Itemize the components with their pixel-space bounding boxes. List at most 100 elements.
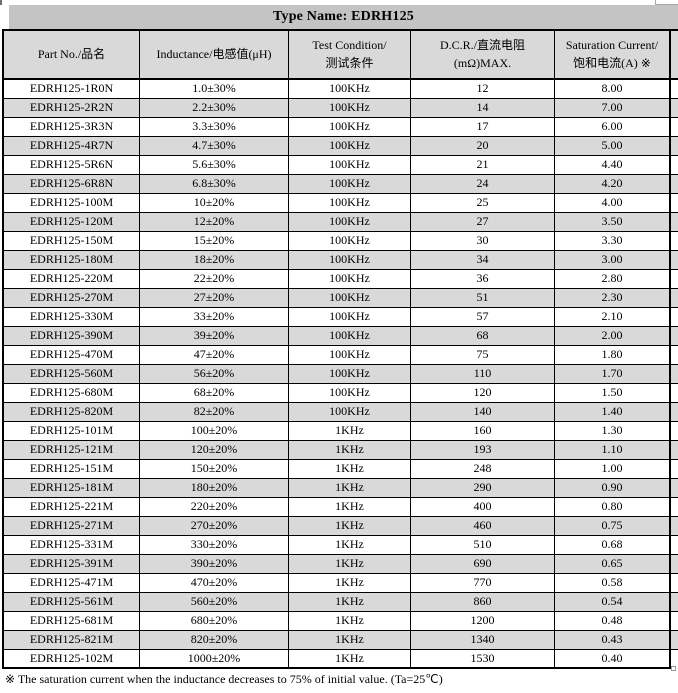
table-cell: 57: [411, 308, 555, 326]
table-cell: EDRH125-681M: [4, 612, 140, 630]
table-cell: 1KHz: [289, 498, 411, 516]
table-cell: EDRH125-220M: [4, 270, 140, 288]
table-cell: 120: [411, 384, 555, 402]
table-row: EDRH125-180M 18±20% 100KHz 34 3.00: [2, 251, 678, 270]
table-row: EDRH125-151M 150±20% 1KHz 248 1.00: [2, 460, 678, 479]
table-cell: 1KHz: [289, 555, 411, 573]
header-row: Part No./品名 Inductance/电感值(μH) Test Condit…: [2, 29, 678, 80]
table-cell: 1.30: [555, 422, 671, 440]
table-cell: 100KHz: [289, 251, 411, 269]
table-cell: 110: [411, 365, 555, 383]
table-cell: 68±20%: [140, 384, 289, 402]
table-row: EDRH125-561M 560±20% 1KHz 860 0.54: [2, 593, 678, 612]
table-row: EDRH125-390M 39±20% 100KHz 68 2.00: [2, 327, 678, 346]
table-cell: EDRH125-471M: [4, 574, 140, 592]
table-cell: EDRH125-821M: [4, 631, 140, 649]
table-cell: EDRH125-6R8N: [4, 175, 140, 193]
table-cell: 68: [411, 327, 555, 345]
table-cell: EDRH125-820M: [4, 403, 140, 421]
table-row: EDRH125-391M 390±20% 1KHz 690 0.65: [2, 555, 678, 574]
table-cell: 100KHz: [289, 403, 411, 421]
table-cell: 27: [411, 213, 555, 231]
table-cell: 820±20%: [140, 631, 289, 649]
table-cell: 680±20%: [140, 612, 289, 630]
table-cell: 2.80: [555, 270, 671, 288]
table-row: EDRH125-1R0N 1.0±30% 100KHz 12 8.00: [2, 80, 678, 99]
table-row: EDRH125-270M 27±20% 100KHz 51 2.30: [2, 289, 678, 308]
table-cell: 51: [411, 289, 555, 307]
table-cell: 0.90: [555, 479, 671, 497]
table-cell: 0.80: [555, 498, 671, 516]
table-cell: 1.70: [555, 365, 671, 383]
table-cell: 8.00: [555, 80, 671, 98]
table-cell: EDRH125-221M: [4, 498, 140, 516]
header-cell: Part No./品名: [4, 31, 140, 78]
table-cell: 1.40: [555, 403, 671, 421]
table-cell: 27±20%: [140, 289, 289, 307]
table-cell: EDRH125-180M: [4, 251, 140, 269]
table-cell: 5.00: [555, 137, 671, 155]
table-cell: 560±20%: [140, 593, 289, 611]
table-cell: 1200: [411, 612, 555, 630]
header-cell: Inductance/电感值(μH): [140, 31, 289, 78]
table-cell: 470±20%: [140, 574, 289, 592]
table-cell: EDRH125-390M: [4, 327, 140, 345]
table-cell: 100KHz: [289, 118, 411, 136]
table-cell: 1.10: [555, 441, 671, 459]
table-cell: 30: [411, 232, 555, 250]
table-cell: 2.30: [555, 289, 671, 307]
table-cell: 6.00: [555, 118, 671, 136]
table-cell: 3.30: [555, 232, 671, 250]
table-cell: 0.48: [555, 612, 671, 630]
table-cell: 770: [411, 574, 555, 592]
table-cell: 4.40: [555, 156, 671, 174]
table-cell: 690: [411, 555, 555, 573]
table-cell: 17: [411, 118, 555, 136]
table-cell: 7.00: [555, 99, 671, 117]
table-cell: EDRH125-470M: [4, 346, 140, 364]
table-cell: 330±20%: [140, 536, 289, 554]
table-cell: 100±20%: [140, 422, 289, 440]
table-cell: 3.3±30%: [140, 118, 289, 136]
table-row: EDRH125-331M 330±20% 1KHz 510 0.68: [2, 536, 678, 555]
table-cell: 3.00: [555, 251, 671, 269]
table-cell: 1KHz: [289, 612, 411, 630]
table-cell: 510: [411, 536, 555, 554]
table-title-bar: Type Name: EDRH125: [9, 5, 678, 29]
table-row: EDRH125-101M 100±20% 1KHz 160 1.30: [2, 422, 678, 441]
table-cell: 14: [411, 99, 555, 117]
table-cell: 100KHz: [289, 156, 411, 174]
table-cell: EDRH125-102M: [4, 650, 140, 669]
table-cell: 1KHz: [289, 517, 411, 535]
table-cell: EDRH125-330M: [4, 308, 140, 326]
table-cell: 2.10: [555, 308, 671, 326]
table-cell: 2.00: [555, 327, 671, 345]
table-cell: 160: [411, 422, 555, 440]
table-cell: 100KHz: [289, 384, 411, 402]
table-cell: 1.00: [555, 460, 671, 478]
table-cell: EDRH125-391M: [4, 555, 140, 573]
table-cell: 220±20%: [140, 498, 289, 516]
table-cell: 75: [411, 346, 555, 364]
table-cell: 100KHz: [289, 327, 411, 345]
table-cell: 36: [411, 270, 555, 288]
table-cell: 270±20%: [140, 517, 289, 535]
table-cell: 4.20: [555, 175, 671, 193]
table-cell: 1.50: [555, 384, 671, 402]
table-cell: 100KHz: [289, 213, 411, 231]
table-row: EDRH125-560M 56±20% 100KHz 110 1.70: [2, 365, 678, 384]
table-cell: 460: [411, 517, 555, 535]
table-cell: 0.58: [555, 574, 671, 592]
spec-table: Part No./品名 Inductance/电感值(μH) Test Condit…: [2, 29, 678, 669]
table-row: EDRH125-120M 12±20% 100KHz 27 3.50: [2, 213, 678, 232]
table-cell: EDRH125-120M: [4, 213, 140, 231]
table-cell: 1KHz: [289, 479, 411, 497]
table-cell: EDRH125-150M: [4, 232, 140, 250]
table-cell: 10±20%: [140, 194, 289, 212]
table-cell: EDRH125-331M: [4, 536, 140, 554]
table-cell: 100KHz: [289, 175, 411, 193]
table-cell: 100KHz: [289, 137, 411, 155]
table-cell: 12: [411, 80, 555, 98]
page-edge-artifact-top-right-vertical: [655, 0, 656, 5]
table-cell: 22±20%: [140, 270, 289, 288]
